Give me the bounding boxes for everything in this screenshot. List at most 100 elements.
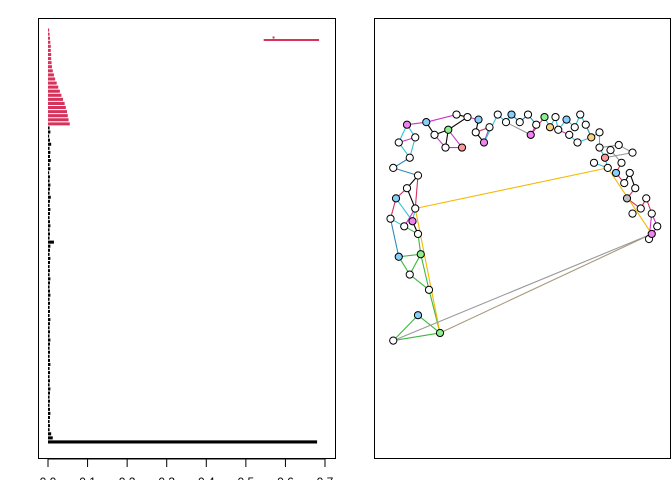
- network-node: [463, 112, 472, 122]
- x-tick-label: 0.2: [119, 475, 136, 480]
- network-node: [515, 118, 524, 127]
- network-edge: [505, 121, 532, 136]
- network-node: [545, 123, 555, 132]
- network-node: [614, 140, 623, 150]
- bar-panel: 0.0 0.1 0.2 0.3 0.4 0.5 0.6 0.7: [38, 18, 336, 480]
- highlight-marker: [272, 36, 275, 39]
- network-edge: [392, 314, 419, 341]
- network-panel: [374, 18, 671, 459]
- x-tick-label: 0.5: [238, 475, 255, 480]
- network-node: [493, 110, 502, 119]
- network-nodes: [386, 110, 662, 345]
- network-node: [507, 110, 516, 119]
- network-node: [474, 115, 483, 124]
- network-node: [391, 194, 401, 203]
- network-node: [636, 204, 645, 213]
- network-node: [526, 130, 535, 139]
- network-node: [416, 250, 425, 259]
- network-node: [441, 143, 450, 152]
- network-node: [595, 128, 604, 137]
- network-node: [444, 125, 453, 134]
- network-edge: [426, 114, 457, 123]
- network-node: [435, 328, 445, 338]
- network-node: [413, 171, 423, 180]
- network-node: [551, 112, 560, 122]
- highlight-group: [263, 36, 320, 41]
- network-node: [411, 204, 420, 213]
- network-node: [628, 209, 637, 218]
- network-node: [589, 158, 599, 167]
- x-tick-label: 0.0: [40, 475, 57, 480]
- network-edge: [414, 175, 419, 209]
- network-node: [540, 112, 549, 122]
- x-axis: 0.0 0.1 0.2 0.3 0.4 0.5 0.6 0.7: [40, 458, 334, 480]
- network-node: [576, 110, 585, 119]
- network-node: [523, 110, 533, 119]
- network-edge: [414, 208, 441, 334]
- network-edge: [439, 233, 652, 334]
- bar-panel-frame: [38, 18, 336, 459]
- network-node: [411, 133, 420, 142]
- network-node: [581, 120, 590, 129]
- x-tick-label: 0.6: [277, 475, 294, 480]
- network-node: [647, 209, 656, 218]
- network-node: [405, 153, 414, 162]
- network-node: [642, 194, 651, 203]
- network-node: [620, 179, 629, 188]
- network-node: [600, 153, 610, 162]
- network-node: [452, 110, 461, 119]
- network-node: [631, 184, 640, 193]
- network-node: [501, 118, 511, 127]
- network-node: [389, 163, 398, 172]
- network-node: [408, 217, 417, 226]
- network-node: [430, 130, 439, 139]
- network-node: [471, 128, 480, 137]
- network-node: [554, 125, 563, 134]
- network-node: [386, 214, 395, 223]
- network-node: [562, 115, 571, 124]
- network-node: [394, 252, 403, 261]
- network-node: [532, 120, 541, 129]
- network-node: [400, 222, 409, 231]
- network-node: [457, 143, 467, 152]
- network-node: [402, 120, 412, 129]
- network-edge: [389, 218, 400, 257]
- network-node: [611, 168, 621, 178]
- network-node: [587, 133, 596, 142]
- x-tick-label: 0.7: [317, 475, 334, 480]
- network-node: [394, 138, 403, 147]
- x-tick-label: 0.3: [158, 475, 175, 480]
- network-node: [573, 138, 582, 147]
- network-node: [565, 130, 574, 139]
- network-node: [653, 222, 662, 231]
- network-edge: [393, 332, 441, 342]
- network-node: [625, 168, 634, 178]
- network-edge: [604, 152, 633, 159]
- network-edge: [415, 167, 608, 210]
- network-node: [422, 118, 431, 127]
- network-node: [595, 143, 604, 152]
- network-node: [424, 285, 434, 294]
- x-tick-label: 0.1: [79, 475, 96, 480]
- x-tick-label: 0.4: [198, 475, 215, 480]
- bar-series: [48, 28, 318, 444]
- network-edge: [393, 233, 652, 342]
- network-node: [603, 163, 612, 172]
- network-node: [389, 336, 398, 345]
- network-edge: [393, 167, 419, 177]
- network-edge: [417, 314, 441, 334]
- network-node: [628, 148, 637, 157]
- network-edge: [420, 254, 430, 290]
- network-panel-frame: [374, 18, 671, 459]
- network-node: [402, 184, 412, 193]
- network-node: [413, 311, 423, 320]
- network-node: [479, 138, 489, 147]
- network-node: [570, 123, 579, 132]
- network-node: [617, 158, 626, 167]
- network-node: [405, 270, 414, 279]
- network-node: [413, 229, 423, 239]
- network-node: [485, 123, 494, 132]
- network-node: [606, 146, 615, 155]
- network-node: [622, 194, 632, 203]
